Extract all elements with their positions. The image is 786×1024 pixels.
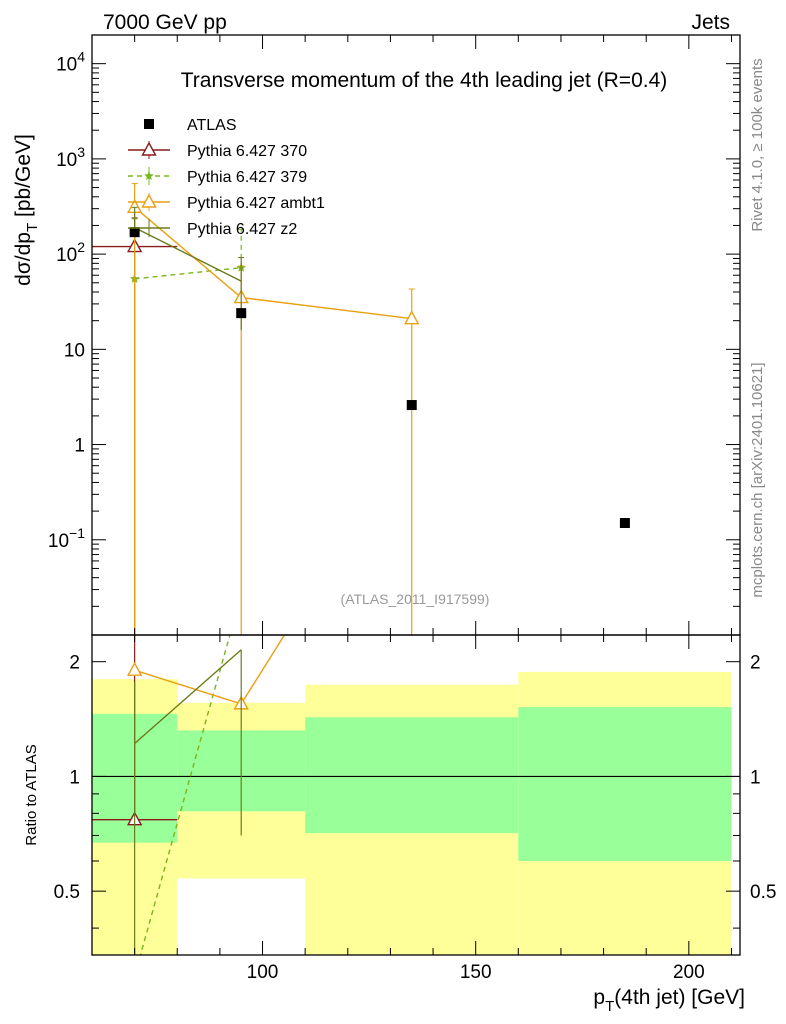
legend-label: Pythia 6.427 z2 (187, 221, 297, 238)
ratio-point (126, 661, 143, 676)
y-axis-label-main: dσ/dp (12, 232, 35, 286)
ratio-point (130, 971, 140, 980)
ratio-series-line (134, 635, 286, 705)
mcplots-label: mcplots.cern.ch [arXiv:2401.10621] (749, 362, 766, 597)
ratio-series-3 (134, 649, 242, 955)
analysis-watermark: (ATLAS_2011_I917599) (341, 591, 490, 607)
data-series (129, 227, 630, 529)
series-2 (126, 183, 420, 635)
ratio-band-green-2 (305, 717, 519, 834)
ratio-tick-label-right: 2 (750, 653, 761, 674)
y-tick-label: 10 (64, 340, 85, 361)
ratio-band-green-3 (518, 707, 732, 861)
ratio-tick-label: 1 (69, 767, 80, 788)
ratio-series-2 (126, 635, 286, 710)
legend-entry-1: Pythia 6.427 370 (128, 141, 307, 160)
legend-marker (144, 119, 154, 129)
series-line (134, 226, 242, 282)
legend-label: Pythia 6.427 379 (187, 169, 307, 186)
legend-entry-2: Pythia 6.427 379 (128, 167, 307, 186)
ratio-series-line (134, 649, 242, 745)
y-tick-label: 10−1 (48, 525, 85, 552)
data-point (236, 308, 247, 319)
x-axis-label-main: p (593, 986, 605, 1009)
legend-marker (141, 141, 157, 156)
series-point (404, 310, 420, 325)
ratio-series-1 (130, 635, 231, 980)
x-tick-label: 200 (673, 962, 705, 983)
legend-label: ATLAS (187, 117, 237, 134)
ratio-tick-label-right: 0.5 (750, 882, 776, 903)
ratio-frame (91, 634, 741, 956)
main-panel (92, 183, 630, 635)
ratio-tick-label: 2 (69, 653, 80, 674)
data-point (406, 400, 417, 411)
ratio-tick-label-right: 1 (750, 767, 761, 788)
x-tick-label: 150 (460, 962, 492, 983)
chart-title: Transverse momentum of the 4th leading j… (181, 69, 668, 92)
y-tick-label: 104 (56, 49, 85, 76)
legend-entry-3: Pythia 6.427 ambt1 (128, 193, 325, 212)
rivet-label: Rivet 4.1.0, ≥ 100k events (749, 58, 766, 231)
legend-entry-4: Pythia 6.427 z2 (128, 219, 297, 238)
y-axis-label-rest: [pb/GeV] (12, 134, 35, 223)
x-axis-label-sub: T (605, 998, 614, 1015)
y-axis-label: dσ/dpT [pb/GeV] (12, 134, 41, 286)
y-tick-label: 1 (74, 436, 85, 457)
data-point (619, 518, 630, 529)
ratio-y-axis-label: Ratio to ATLAS (23, 744, 40, 845)
legend-label: Pythia 6.427 ambt1 (187, 195, 325, 212)
ratio-panel (92, 635, 740, 980)
y-tick-label: 102 (56, 239, 85, 266)
data-point (129, 227, 140, 238)
legend: ATLAS Pythia 6.427 370 Pythia 6.427 379 Pyt… (128, 117, 325, 238)
header-right-label: Jets (691, 11, 730, 34)
y-tick-label: 103 (56, 144, 85, 171)
legend-label: Pythia 6.427 370 (187, 143, 307, 160)
legend-marker (144, 171, 154, 180)
x-axis-label-rest: (4th jet) [GeV] (614, 986, 745, 1009)
legend-marker (141, 193, 157, 208)
legend-entry-0: ATLAS (144, 117, 237, 134)
ratio-series-line (139, 635, 231, 955)
y-axis-label-sub: T (24, 223, 41, 232)
header-left-label: 7000 GeV pp (103, 11, 227, 34)
x-axis-label: pT(4th jet) [GeV] (593, 986, 745, 1015)
x-tick-label: 100 (247, 962, 279, 983)
ratio-tick-label: 0.5 (54, 882, 80, 903)
